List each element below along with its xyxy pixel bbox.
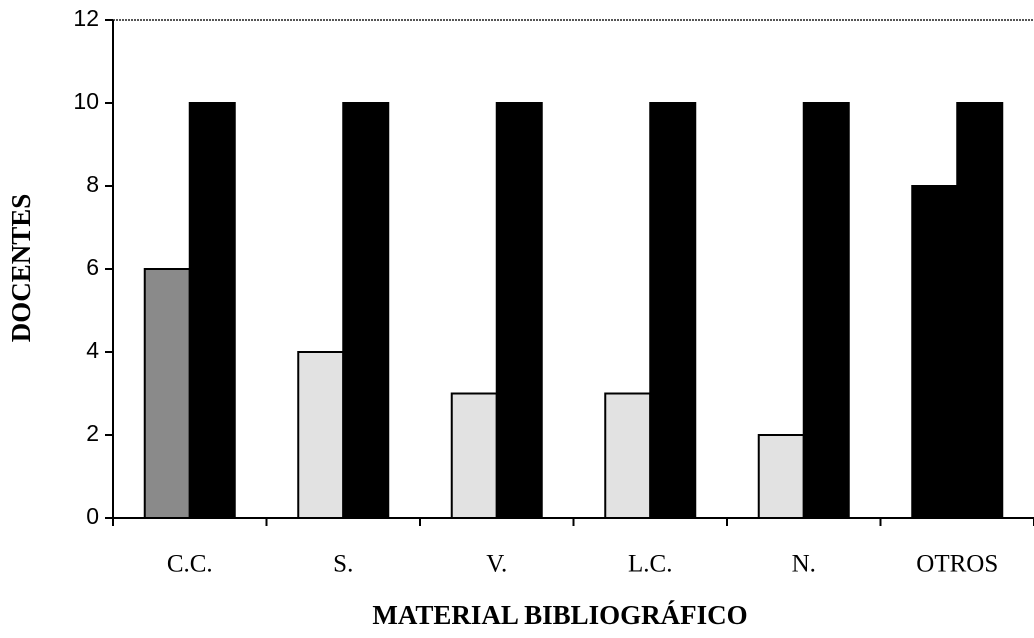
- y-tick-label: 2: [86, 420, 99, 446]
- x-tick-label: OTROS: [916, 551, 998, 578]
- bar: [495, 102, 543, 519]
- bar: [757, 434, 805, 519]
- y-tick-label: 12: [73, 5, 99, 31]
- x-tick-label: C.C.: [167, 551, 213, 578]
- bar: [450, 392, 498, 519]
- y-tick-label: 0: [86, 503, 99, 529]
- y-tick-label: 10: [73, 88, 99, 114]
- bar: [342, 102, 390, 519]
- x-tick-label: V.: [486, 551, 507, 578]
- y-tick-label: 4: [86, 337, 99, 363]
- y-tick-label: 8: [86, 171, 99, 197]
- y-tick-label: 6: [86, 254, 99, 280]
- x-tick-label: N.: [792, 551, 816, 578]
- x-tick-label: L.C.: [628, 551, 672, 578]
- x-tick-label: S.: [333, 551, 353, 578]
- bar: [143, 268, 191, 519]
- bar: [649, 102, 697, 519]
- bar: [956, 102, 1004, 519]
- bar: [802, 102, 850, 519]
- bar: [911, 185, 959, 519]
- bar: [604, 392, 652, 519]
- x-axis-title: MATERIAL BIBLIOGRÁFICO: [372, 600, 747, 630]
- bar: [188, 102, 236, 519]
- y-axis-title: DOCENTES: [6, 194, 36, 343]
- bar: [297, 351, 345, 519]
